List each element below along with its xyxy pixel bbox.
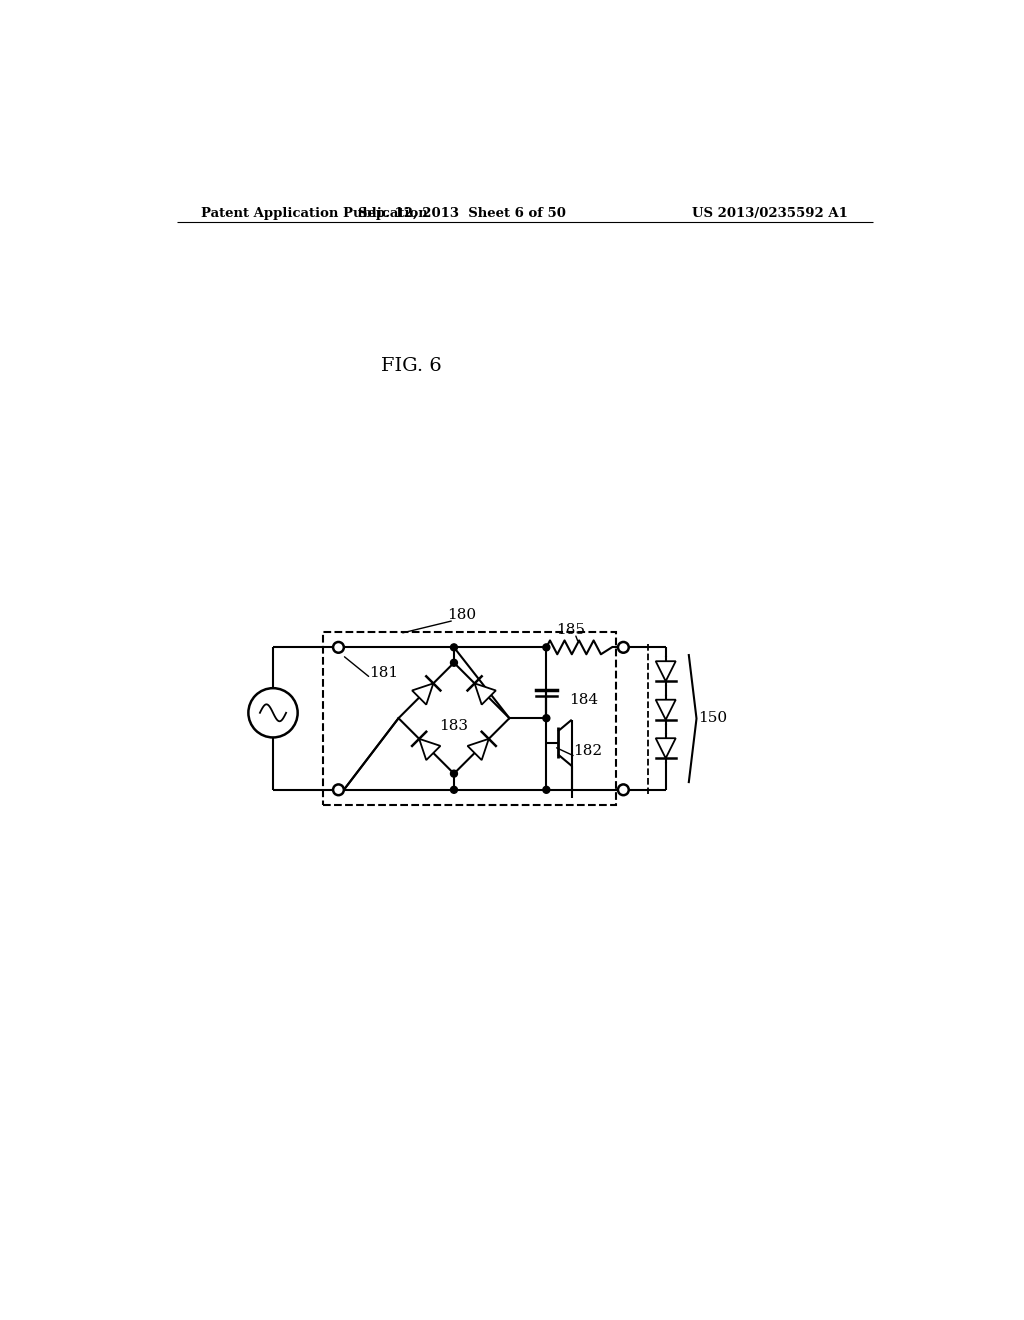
Polygon shape [474,684,496,705]
Bar [323,632,615,805]
Text: 183: 183 [439,719,468,733]
Text: 185: 185 [556,623,586,638]
Polygon shape [655,738,676,758]
Text: 181: 181 [370,665,398,680]
Circle shape [543,714,550,722]
Circle shape [617,642,629,653]
Text: US 2013/0235592 A1: US 2013/0235592 A1 [692,207,848,220]
Circle shape [451,644,458,651]
Text: Sep. 12, 2013  Sheet 6 of 50: Sep. 12, 2013 Sheet 6 of 50 [357,207,565,220]
Polygon shape [655,700,676,719]
Circle shape [451,787,458,793]
Text: 184: 184 [569,693,599,708]
Polygon shape [468,739,488,760]
Polygon shape [419,739,440,760]
Circle shape [249,688,298,738]
Circle shape [617,784,629,795]
Circle shape [543,644,550,651]
Text: 180: 180 [447,609,476,622]
Circle shape [333,784,344,795]
Polygon shape [655,661,676,681]
Text: 150: 150 [698,711,727,725]
Polygon shape [412,684,433,705]
Circle shape [543,787,550,793]
Circle shape [451,770,458,777]
Text: FIG. 6: FIG. 6 [381,358,442,375]
Circle shape [333,642,344,653]
Circle shape [451,659,458,667]
Text: 182: 182 [573,743,602,758]
Text: Patent Application Publication: Patent Application Publication [202,207,428,220]
